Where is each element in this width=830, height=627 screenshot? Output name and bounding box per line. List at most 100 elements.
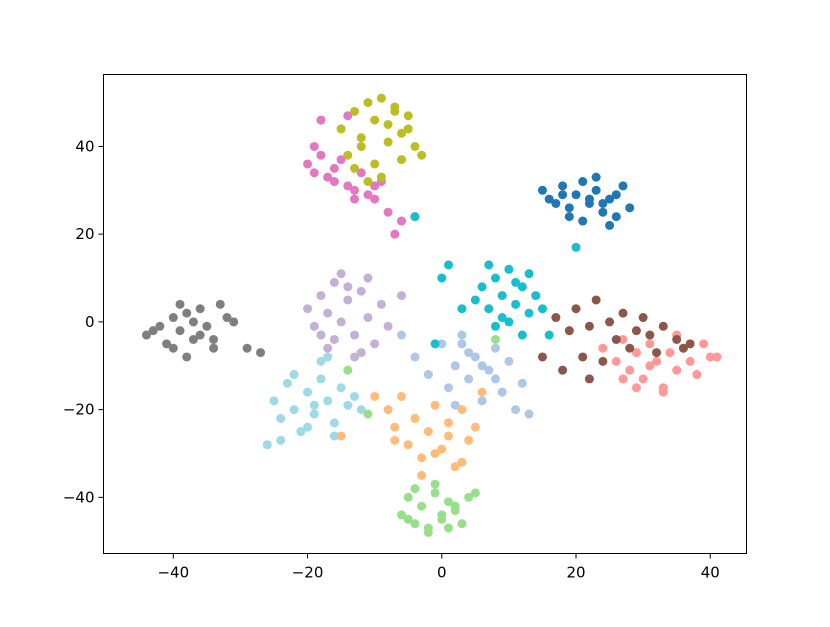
point	[363, 313, 373, 323]
point	[423, 370, 433, 380]
point	[443, 418, 453, 428]
point	[215, 299, 225, 309]
point	[309, 409, 319, 419]
point	[336, 383, 346, 393]
point	[309, 400, 319, 410]
point	[658, 387, 668, 397]
point	[323, 172, 333, 182]
point	[356, 141, 366, 151]
point	[490, 343, 500, 353]
point	[269, 396, 279, 406]
point	[457, 457, 467, 467]
point	[188, 334, 198, 344]
point	[383, 137, 393, 147]
point	[443, 523, 453, 533]
point	[645, 361, 655, 371]
point	[256, 348, 266, 358]
point	[383, 120, 393, 130]
point	[397, 155, 407, 165]
point	[262, 440, 272, 450]
point	[611, 356, 621, 366]
point	[457, 405, 467, 415]
point	[558, 190, 568, 200]
point	[645, 330, 655, 340]
point	[437, 444, 447, 454]
point	[584, 321, 594, 331]
point	[558, 365, 568, 375]
point	[350, 194, 360, 204]
point	[370, 194, 380, 204]
point	[490, 273, 500, 283]
point	[564, 212, 574, 222]
point	[470, 295, 480, 305]
point	[450, 400, 460, 410]
point	[678, 343, 688, 353]
y-tick-label: −40	[63, 488, 95, 506]
point	[403, 514, 413, 524]
point	[350, 163, 360, 173]
point	[598, 356, 608, 366]
point	[403, 440, 413, 450]
point	[323, 352, 333, 362]
point	[195, 330, 205, 340]
point	[383, 405, 393, 415]
point	[376, 299, 386, 309]
point	[631, 348, 641, 358]
point	[423, 427, 433, 437]
point	[692, 370, 702, 380]
point	[611, 212, 621, 222]
point	[316, 150, 326, 160]
point	[309, 321, 319, 331]
point	[544, 330, 554, 340]
point	[316, 291, 326, 301]
point	[336, 269, 346, 279]
point	[343, 181, 353, 191]
point	[470, 352, 480, 362]
point	[282, 378, 292, 388]
point	[430, 448, 440, 458]
point	[477, 387, 487, 397]
point	[397, 216, 407, 226]
point	[511, 277, 521, 287]
point	[578, 352, 588, 362]
point	[363, 409, 373, 419]
x-tick-label: −40	[157, 564, 189, 582]
point	[457, 339, 467, 349]
point	[363, 190, 373, 200]
point	[323, 343, 333, 353]
point	[591, 185, 601, 195]
point	[470, 422, 480, 432]
point	[397, 510, 407, 520]
point	[484, 260, 494, 270]
x-tick-label: −20	[292, 564, 324, 582]
point	[303, 159, 313, 169]
point	[517, 378, 527, 388]
point	[403, 111, 413, 121]
point	[336, 317, 346, 327]
point	[625, 203, 635, 213]
point	[343, 365, 353, 375]
y-tick-label: 20	[75, 225, 94, 243]
point	[343, 150, 353, 160]
plot-points	[141, 93, 722, 537]
point	[571, 242, 581, 252]
point	[363, 98, 373, 108]
point	[329, 277, 339, 287]
point	[390, 106, 400, 116]
point	[504, 317, 514, 327]
point	[558, 181, 568, 191]
point	[497, 291, 507, 301]
point	[148, 326, 158, 336]
point	[484, 365, 494, 375]
point	[497, 313, 507, 323]
point	[316, 330, 326, 340]
point	[316, 374, 326, 384]
point	[618, 334, 628, 344]
point	[450, 462, 460, 472]
point	[605, 194, 615, 204]
point	[598, 198, 608, 208]
point	[329, 163, 339, 173]
point	[370, 339, 380, 349]
point	[638, 374, 648, 384]
point	[296, 427, 306, 437]
